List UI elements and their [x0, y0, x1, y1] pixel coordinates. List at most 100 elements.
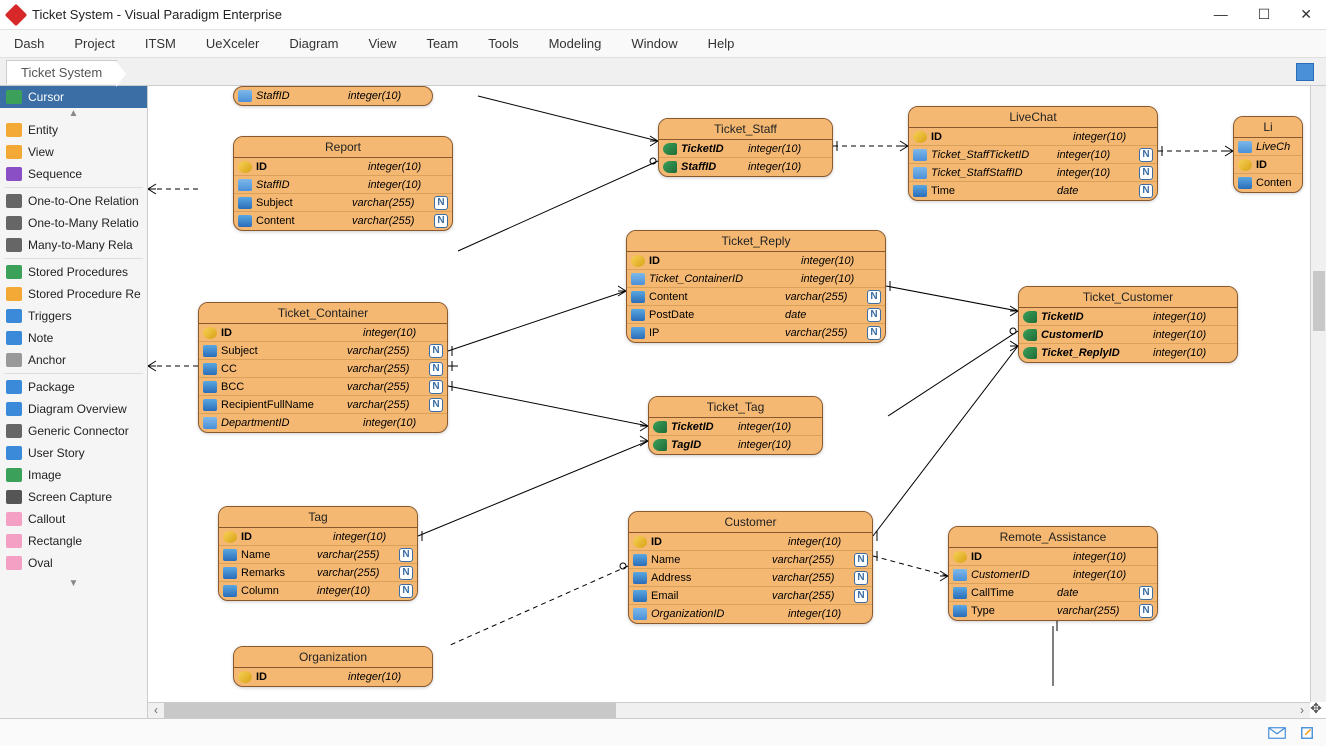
- menu-view[interactable]: View: [368, 36, 396, 51]
- tab-ticket-system[interactable]: Ticket System: [6, 60, 117, 84]
- entity-row[interactable]: StaffIDinteger(10): [234, 87, 432, 105]
- entity-row[interactable]: Emailvarchar(255)N: [629, 587, 872, 605]
- entity-row[interactable]: IDinteger(10): [909, 128, 1157, 146]
- palette-item-diagram-overview[interactable]: Diagram Overview: [0, 398, 147, 420]
- palette-item-stored-procedures[interactable]: Stored Procedures: [0, 261, 147, 283]
- entity-row[interactable]: PostDatedateN: [627, 306, 885, 324]
- palette-item-cursor[interactable]: Cursor: [0, 86, 147, 108]
- entity-report[interactable]: ReportIDinteger(10)StaffIDinteger(10)Sub…: [233, 136, 453, 231]
- palette-item-triggers[interactable]: Triggers: [0, 305, 147, 327]
- entity-row[interactable]: RecipientFullNamevarchar(255)N: [199, 396, 447, 414]
- entity-row[interactable]: Ticket_StaffTicketIDinteger(10)N: [909, 146, 1157, 164]
- entity-row[interactable]: Ticket_ReplyIDinteger(10): [1019, 344, 1237, 362]
- entity-row[interactable]: Namevarchar(255)N: [219, 546, 417, 564]
- palette-item-one-to-one-relation[interactable]: One-to-One Relation: [0, 190, 147, 212]
- palette-item-sequence[interactable]: Sequence: [0, 163, 147, 185]
- entity-row[interactable]: TagIDinteger(10): [649, 436, 822, 454]
- palette-item-package[interactable]: Package: [0, 376, 147, 398]
- scroll-left-arrow-icon[interactable]: ‹: [148, 703, 164, 718]
- entity-row[interactable]: IDinteger(10): [949, 548, 1157, 566]
- entity-row[interactable]: Remarksvarchar(255)N: [219, 564, 417, 582]
- entity-livechat[interactable]: LiveChatIDinteger(10)Ticket_StaffTicketI…: [908, 106, 1158, 201]
- entity-customer[interactable]: CustomerIDinteger(10)Namevarchar(255)NAd…: [628, 511, 873, 624]
- menu-window[interactable]: Window: [631, 36, 677, 51]
- palette-item-note[interactable]: Note: [0, 327, 147, 349]
- entity-row[interactable]: CCvarchar(255)N: [199, 360, 447, 378]
- entity-live_cut[interactable]: LiLiveChIDConten: [1233, 116, 1303, 193]
- hscroll-track[interactable]: [164, 703, 1294, 718]
- horizontal-scrollbar[interactable]: ‹ ›: [148, 702, 1310, 718]
- palette-item-entity[interactable]: Entity: [0, 119, 147, 141]
- tab-overview-icon[interactable]: [1296, 63, 1314, 81]
- entity-ticket_tag[interactable]: Ticket_TagTicketIDinteger(10)TagIDintege…: [648, 396, 823, 455]
- entity-row[interactable]: CustomerIDinteger(10): [1019, 326, 1237, 344]
- entity-row[interactable]: CustomerIDinteger(10): [949, 566, 1157, 584]
- entity-ticket_reply[interactable]: Ticket_ReplyIDinteger(10)Ticket_Containe…: [626, 230, 886, 343]
- mail-icon[interactable]: [1268, 726, 1286, 740]
- entity-ticket_customer[interactable]: Ticket_CustomerTicketIDinteger(10)Custom…: [1018, 286, 1238, 363]
- entity-row[interactable]: Subjectvarchar(255)N: [234, 194, 452, 212]
- entity-tag[interactable]: TagIDinteger(10)Namevarchar(255)NRemarks…: [218, 506, 418, 601]
- entity-row[interactable]: TicketIDinteger(10): [659, 140, 832, 158]
- entity-ticket_container[interactable]: Ticket_ContainerIDinteger(10)Subjectvarc…: [198, 302, 448, 433]
- menu-help[interactable]: Help: [708, 36, 735, 51]
- entity-row[interactable]: DepartmentIDinteger(10): [199, 414, 447, 432]
- palette-item-image[interactable]: Image: [0, 464, 147, 486]
- entity-row[interactable]: IDinteger(10): [199, 324, 447, 342]
- entity-row[interactable]: Conten: [1234, 174, 1302, 192]
- palette-scroll-up-icon[interactable]: ▲: [0, 108, 147, 119]
- entity-row[interactable]: Ticket_ContainerIDinteger(10): [627, 270, 885, 288]
- palette-item-screen-capture[interactable]: Screen Capture: [0, 486, 147, 508]
- entity-row[interactable]: IPvarchar(255)N: [627, 324, 885, 342]
- canvas[interactable]: StaffIDinteger(10)ReportIDinteger(10)Sta…: [148, 86, 1308, 702]
- entity-row[interactable]: LiveCh: [1234, 138, 1302, 156]
- entity-row[interactable]: ID: [1234, 156, 1302, 174]
- edit-icon[interactable]: [1298, 726, 1316, 740]
- pan-icon[interactable]: ✥: [1308, 700, 1324, 716]
- menu-modeling[interactable]: Modeling: [549, 36, 602, 51]
- entity-row[interactable]: Typevarchar(255)N: [949, 602, 1157, 620]
- entity-row[interactable]: Contentvarchar(255)N: [627, 288, 885, 306]
- entity-row[interactable]: StaffIDinteger(10): [659, 158, 832, 176]
- menu-dash[interactable]: Dash: [14, 36, 44, 51]
- vscroll-thumb[interactable]: [1313, 271, 1325, 331]
- entity-row[interactable]: TicketIDinteger(10): [1019, 308, 1237, 326]
- palette-item-many-to-many-rela[interactable]: Many-to-Many Rela: [0, 234, 147, 256]
- palette-item-user-story[interactable]: User Story: [0, 442, 147, 464]
- entity-row[interactable]: IDinteger(10): [234, 158, 452, 176]
- entity-row[interactable]: Ticket_StaffStaffIDinteger(10)N: [909, 164, 1157, 182]
- entity-row[interactable]: TicketIDinteger(10): [649, 418, 822, 436]
- palette-item-oval[interactable]: Oval: [0, 552, 147, 574]
- maximize-button[interactable]: ☐: [1252, 4, 1277, 25]
- menu-project[interactable]: Project: [74, 36, 114, 51]
- entity-row[interactable]: IDinteger(10): [627, 252, 885, 270]
- entity-row[interactable]: IDinteger(10): [629, 533, 872, 551]
- entity-row[interactable]: IDinteger(10): [219, 528, 417, 546]
- palette-item-generic-connector[interactable]: Generic Connector: [0, 420, 147, 442]
- menu-tools[interactable]: Tools: [488, 36, 518, 51]
- palette-item-view[interactable]: View: [0, 141, 147, 163]
- entity-row[interactable]: TimedateN: [909, 182, 1157, 200]
- entity-row[interactable]: OrganizationIDinteger(10): [629, 605, 872, 623]
- entity-row[interactable]: Columninteger(10)N: [219, 582, 417, 600]
- palette-item-callout[interactable]: Callout: [0, 508, 147, 530]
- entity-organization[interactable]: OrganizationIDinteger(10): [233, 646, 433, 687]
- entity-row[interactable]: CallTimedateN: [949, 584, 1157, 602]
- entity-row[interactable]: BCCvarchar(255)N: [199, 378, 447, 396]
- entity-row[interactable]: Addressvarchar(255)N: [629, 569, 872, 587]
- close-button[interactable]: ✕: [1294, 4, 1318, 25]
- menu-itsm[interactable]: ITSM: [145, 36, 176, 51]
- palette-item-rectangle[interactable]: Rectangle: [0, 530, 147, 552]
- hscroll-thumb[interactable]: [164, 703, 616, 718]
- palette-item-one-to-many-relatio[interactable]: One-to-Many Relatio: [0, 212, 147, 234]
- menu-uexceler[interactable]: UeXceler: [206, 36, 259, 51]
- entity-row[interactable]: StaffIDinteger(10): [234, 176, 452, 194]
- palette-item-anchor[interactable]: Anchor: [0, 349, 147, 371]
- palette-scroll-down-icon[interactable]: ▼: [0, 574, 147, 593]
- entity-row[interactable]: Contentvarchar(255)N: [234, 212, 452, 230]
- palette-item-stored-procedure-re[interactable]: Stored Procedure Re: [0, 283, 147, 305]
- entity-row[interactable]: Subjectvarchar(255)N: [199, 342, 447, 360]
- entity-ticket_staff[interactable]: Ticket_StaffTicketIDinteger(10)StaffIDin…: [658, 118, 833, 177]
- menu-diagram[interactable]: Diagram: [289, 36, 338, 51]
- minimize-button[interactable]: —: [1208, 4, 1234, 25]
